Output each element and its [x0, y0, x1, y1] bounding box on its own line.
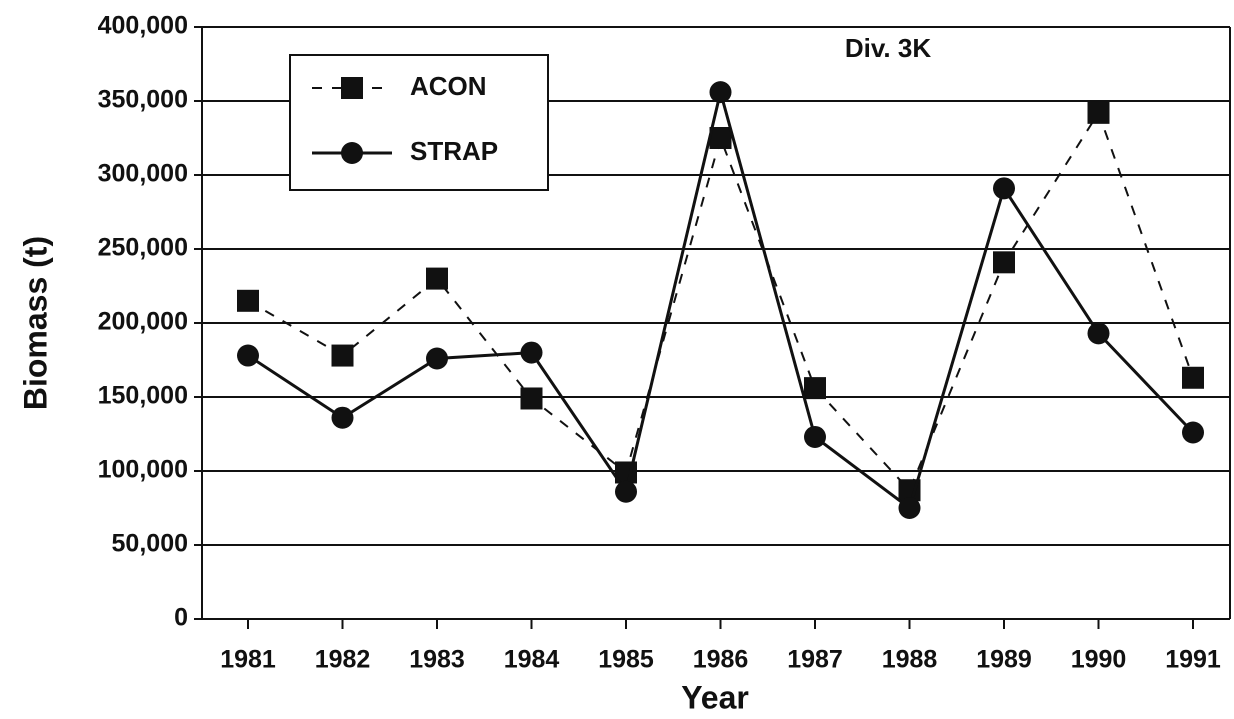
- data-point: [804, 377, 826, 400]
- x-tick-label: 1987: [787, 646, 843, 674]
- y-tick-label: 150,000: [98, 382, 188, 410]
- y-tick-label: 400,000: [98, 12, 188, 40]
- x-tick-label: 1981: [220, 646, 276, 674]
- legend-marker: [341, 142, 363, 164]
- data-point: [331, 406, 354, 429]
- x-tick-label: 1983: [409, 646, 465, 674]
- x-tick-label: 1990: [1071, 646, 1127, 674]
- data-point: [993, 251, 1015, 274]
- data-point: [898, 497, 921, 519]
- x-axis-title: Year: [681, 679, 749, 715]
- series-line: [247, 110, 1194, 493]
- x-tick-label: 1989: [976, 646, 1032, 674]
- data-point: [1182, 421, 1204, 444]
- legend-label: ACON: [410, 71, 487, 101]
- data-point: [709, 81, 732, 104]
- data-point: [237, 344, 259, 367]
- y-tick-label: 100,000: [98, 456, 188, 484]
- x-tick-label: 1985: [598, 646, 654, 674]
- data-point: [804, 425, 826, 448]
- data-point: [520, 387, 543, 410]
- data-point: [709, 127, 732, 149]
- annotation: Div. 3K: [845, 33, 931, 63]
- data-point: [331, 344, 354, 367]
- y-tick-label: 250,000: [98, 234, 188, 262]
- data-point: [993, 177, 1015, 200]
- data-point: [1087, 322, 1110, 345]
- legend-label: STRAP: [410, 136, 498, 166]
- data-point: [426, 347, 448, 370]
- data-point: [1087, 101, 1110, 124]
- x-tick-label: 1988: [882, 646, 938, 674]
- y-tick-label: 0: [174, 604, 188, 632]
- y-tick-label: 300,000: [98, 160, 188, 188]
- y-axis-title: Biomass (t): [17, 236, 53, 410]
- y-tick-label: 50,000: [112, 530, 188, 558]
- y-tick-label: 200,000: [98, 308, 188, 336]
- x-tick-label: 1991: [1165, 646, 1221, 674]
- legend-marker: [341, 77, 363, 99]
- data-point: [1182, 366, 1204, 389]
- x-tick-label: 1984: [504, 646, 560, 674]
- data-point: [426, 267, 448, 290]
- data-point: [520, 341, 543, 364]
- data-point: [237, 289, 259, 312]
- legend: ACON STRAP: [289, 54, 549, 191]
- data-point: [615, 480, 637, 503]
- y-tick-label: 350,000: [98, 86, 188, 114]
- x-tick-label: 1982: [315, 646, 371, 674]
- x-tick-label: 1986: [693, 646, 749, 674]
- legend-box: [289, 54, 549, 191]
